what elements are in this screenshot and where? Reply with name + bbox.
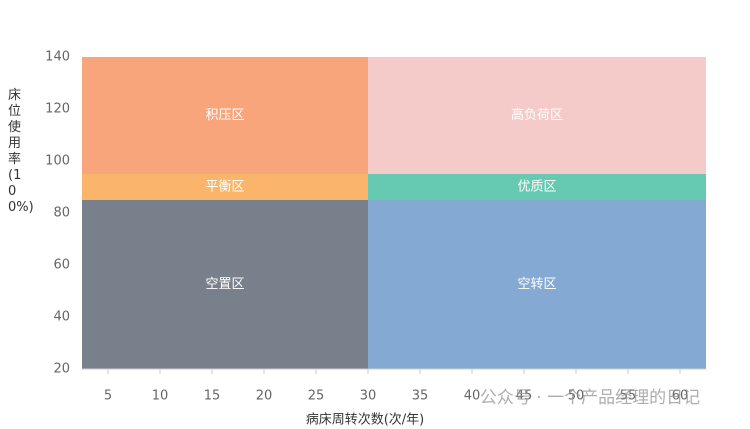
y-axis-label: 床位使用率(100%): [8, 88, 34, 215]
x-tick-label: 60: [672, 389, 689, 404]
y-tick-label: 100: [45, 154, 70, 169]
x-tick-label: 10: [152, 389, 169, 404]
region-label: 高负荷区: [511, 107, 563, 123]
y-tick-label: 140: [45, 50, 70, 65]
region-label: 积压区: [205, 108, 244, 123]
x-tick-label: 45: [516, 389, 533, 404]
region-label: 优质区: [517, 180, 556, 195]
x-axis-label: 病床周转次数(次/年): [306, 412, 425, 428]
x-tick-label: 40: [464, 389, 481, 404]
region: [82, 57, 368, 174]
region: [368, 174, 706, 200]
region: [82, 174, 368, 200]
y-tick-label: 20: [53, 362, 70, 377]
y-tick-label: 120: [45, 102, 70, 117]
x-tick-label: 55: [620, 389, 637, 404]
y-tick-label: 40: [53, 310, 70, 325]
region: [368, 57, 706, 174]
x-tick-label: 15: [204, 389, 221, 404]
y-tick-label: 60: [53, 258, 70, 273]
x-tick-label: 25: [308, 389, 325, 404]
x-tick-label: 35: [412, 389, 429, 404]
region-label: 平衡区: [205, 180, 244, 195]
region-label: 空转区: [517, 277, 556, 292]
region-label: 空置区: [205, 277, 244, 292]
x-tick-label: 5: [104, 389, 112, 404]
watermark: 公众号 · 一个产品经理的日记: [480, 388, 700, 408]
region: [368, 200, 706, 369]
y-tick-label: 80: [53, 206, 70, 221]
x-tick-label: 50: [568, 389, 585, 404]
x-tick-label: 20: [256, 389, 273, 404]
region: [82, 200, 368, 369]
x-tick-label: 30: [360, 389, 377, 404]
